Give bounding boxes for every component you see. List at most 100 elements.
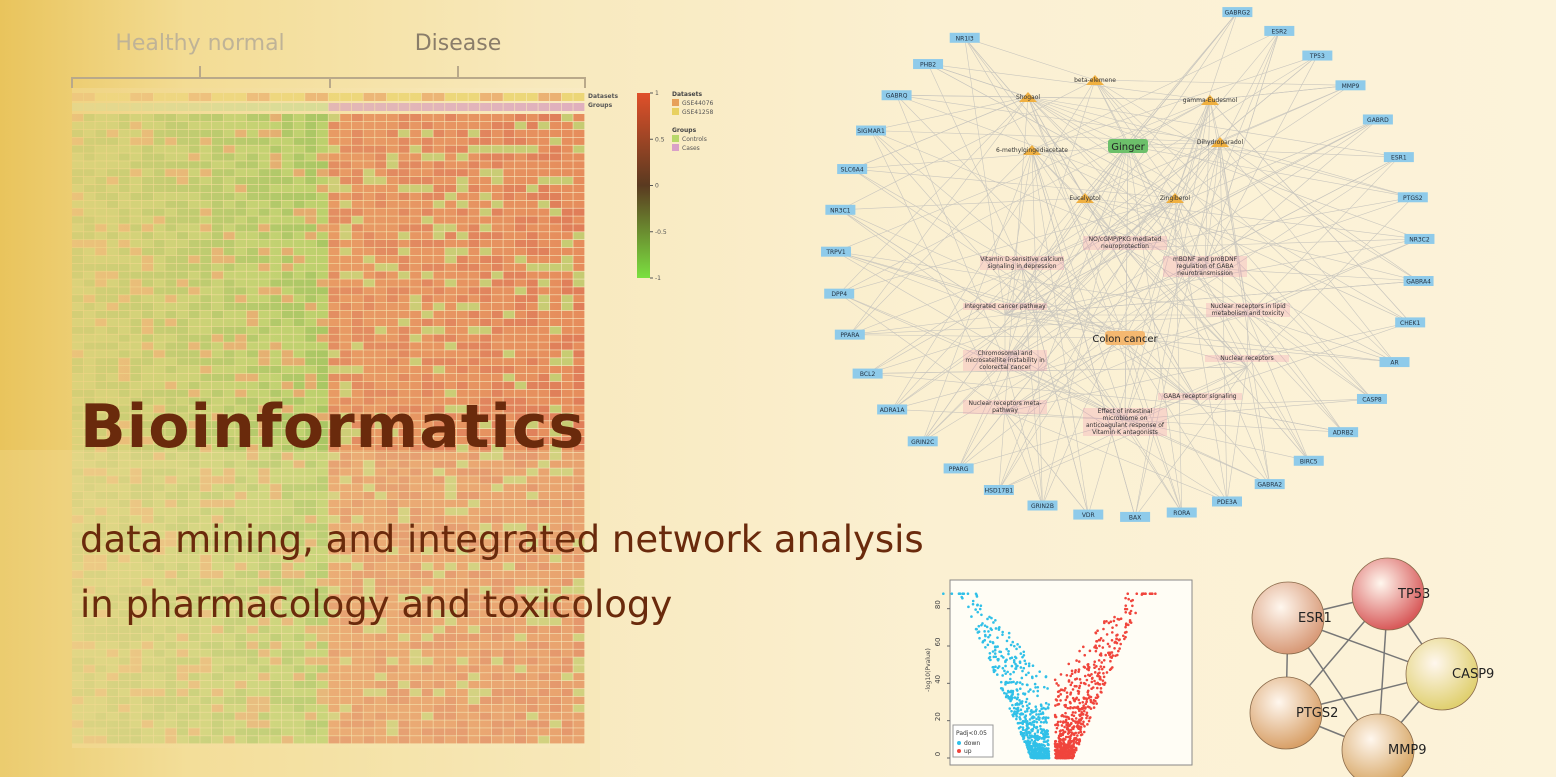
volcano-point [1086, 693, 1090, 696]
volcano-point [1038, 670, 1041, 673]
edge [1199, 398, 1372, 406]
volcano-point [1074, 717, 1078, 720]
pathway-node: Integrated cancer pathway [963, 303, 1047, 310]
volcano-point [1012, 660, 1016, 664]
volcano-point [988, 651, 992, 655]
edge [1247, 238, 1420, 316]
edge [1247, 314, 1395, 363]
volcano-point [971, 599, 975, 603]
gene-node [821, 246, 852, 257]
group-label: Disease [415, 31, 502, 56]
volcano-point [1075, 738, 1079, 742]
volcano-point [1075, 659, 1078, 662]
volcano-point [1047, 703, 1051, 706]
volcano-point [1131, 598, 1135, 602]
volcano-point [1090, 687, 1093, 690]
edge [1004, 30, 1280, 363]
volcano-point [1081, 700, 1085, 704]
volcano-point [992, 621, 995, 624]
gene-node [1302, 50, 1333, 61]
volcano-point [1085, 716, 1088, 720]
pathway-node: Vitamin D-sensitive calcium signaling in… [980, 256, 1064, 270]
compound-label: Zingiberol [1160, 195, 1191, 202]
edge [1031, 149, 1248, 368]
edge [1027, 96, 1344, 433]
edge [1124, 145, 1129, 421]
volcano-point [1124, 610, 1128, 614]
edge [1246, 197, 1414, 368]
compound-node [1211, 137, 1229, 147]
edge [922, 361, 1006, 442]
volcano-point [1087, 719, 1091, 723]
volcano-point [987, 635, 990, 639]
edge [998, 404, 1201, 491]
gene-node [852, 368, 883, 379]
gene-label: SLC6A4 [841, 167, 864, 174]
edge [1027, 96, 1183, 513]
volcano-point [1082, 696, 1086, 699]
volcano-point [1096, 629, 1099, 632]
edge [1127, 145, 1183, 513]
edge [871, 130, 1221, 143]
volcano-point [1032, 690, 1035, 693]
volcano-point [1046, 706, 1050, 709]
gene-node [1356, 393, 1387, 404]
edge [998, 99, 1211, 491]
volcano-point [1062, 715, 1066, 718]
volcano-point [1039, 724, 1042, 728]
volcano-point [1042, 740, 1046, 743]
volcano-point [1062, 720, 1065, 723]
edge [849, 149, 1033, 335]
pathway-label: Integrated cancer pathway [963, 303, 1047, 310]
volcano-point [1085, 711, 1089, 715]
edge [1199, 366, 1248, 406]
colorbar-tick-label: 0 [655, 183, 659, 190]
volcano-point [987, 630, 990, 633]
gene-label: PDE3A [1217, 499, 1238, 506]
gene-node [1383, 152, 1414, 163]
edge [958, 419, 1126, 469]
volcano-point [979, 604, 983, 607]
edge [998, 96, 1029, 491]
volcano-point [1113, 647, 1116, 650]
gene-label: DPP4 [831, 291, 847, 298]
pathway-node: Nuclear receptors meta-pathway [963, 400, 1047, 414]
colorbar-tick-label: -0.5 [655, 229, 667, 236]
gene-label: GABRD [1367, 117, 1389, 124]
volcano-point [1066, 722, 1070, 725]
volcano-point [1082, 730, 1086, 734]
gene-label: PTGS2 [1403, 195, 1423, 202]
edge [1027, 96, 1176, 199]
edge [1021, 267, 1126, 421]
volcano-point [1071, 711, 1075, 714]
gene-node [1027, 500, 1058, 511]
volcano-point [1104, 653, 1107, 657]
volcano-point [1029, 713, 1032, 716]
edge [1031, 55, 1318, 151]
edge [839, 197, 1176, 294]
volcano-point [1004, 664, 1007, 668]
volcano-point [1098, 675, 1102, 679]
volcano-point [1011, 703, 1014, 707]
edge [1094, 79, 1395, 363]
volcano-point [1025, 697, 1029, 701]
gene-node [1120, 511, 1151, 522]
edge [1027, 96, 1413, 198]
gene-label: GABRG2 [1225, 10, 1251, 17]
volcano-point [1117, 638, 1121, 642]
volcano-point [999, 680, 1003, 684]
volcano-point [1035, 708, 1038, 711]
volcano-point [1113, 615, 1116, 619]
edge [1209, 99, 1221, 143]
volcano-point [990, 628, 993, 632]
volcano-point [1009, 672, 1012, 676]
gene-label: NR3C2 [1409, 236, 1430, 243]
volcano-point [1077, 660, 1081, 663]
edge [1084, 145, 1129, 199]
volcano-point [1078, 649, 1081, 653]
edge [1134, 366, 1248, 518]
volcano-point [1023, 659, 1027, 663]
edge [867, 267, 1023, 374]
volcano-point [1009, 677, 1012, 681]
